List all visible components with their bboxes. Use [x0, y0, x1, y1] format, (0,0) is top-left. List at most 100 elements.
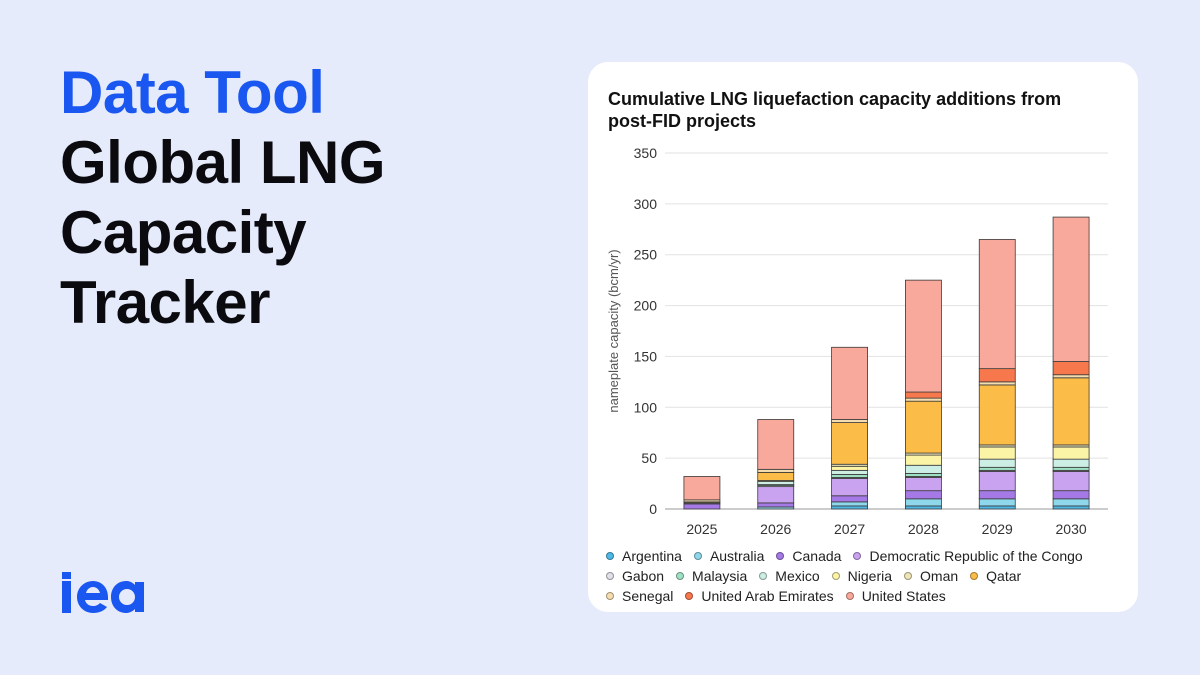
legend-swatch	[676, 572, 685, 580]
bar-segment-united-states	[757, 419, 795, 470]
y-tick-label: 350	[634, 145, 658, 161]
legend-label: Democratic Republic of the Congo	[869, 548, 1083, 564]
legend-item[interactable]: Qatar	[970, 568, 1021, 584]
bar-segment-qatar	[1052, 377, 1090, 446]
legend-swatch	[845, 592, 854, 600]
bar-segment-canada	[978, 490, 1016, 500]
bar-segment-senegal	[757, 468, 795, 473]
bar-segment-united-arab-emirates	[1052, 361, 1090, 376]
iea-logo-icon	[62, 572, 144, 613]
bar-segment-united-arab-emirates	[978, 368, 1016, 383]
bar-segment-united-states	[831, 346, 868, 420]
y-tick-label: 150	[634, 348, 658, 364]
bar-segment-malaysia	[1052, 466, 1090, 471]
chart-legend: Argentina Australia Canada Democratic Repub…	[606, 546, 1126, 606]
legend-item[interactable]: Gabon	[606, 568, 664, 584]
chart-card: Cumulative LNG liquefaction capacity add…	[588, 62, 1138, 612]
legend-row: Argentina Australia Canada Democratic Repub…	[606, 546, 1126, 566]
legend-item[interactable]: United Arab Emirates	[685, 588, 834, 604]
legend-item[interactable]: United States	[845, 588, 946, 604]
legend-label: Argentina	[622, 548, 682, 564]
bar-segment-mexico	[831, 469, 868, 475]
bar-segment-canada	[683, 503, 721, 510]
legend-row: Gabon Malaysia Mexico Nigeria Oman Qatar	[606, 566, 1126, 586]
bar-segment-senegal	[905, 397, 942, 402]
bar-segment-united-arab-emirates	[905, 391, 942, 399]
bar-segment-united-states	[1052, 216, 1090, 362]
bar-segment-nigeria	[905, 454, 942, 466]
bar-segment-argentina	[1052, 505, 1090, 510]
bar-segment-australia	[831, 501, 868, 507]
bar-segment-mexico	[905, 464, 942, 474]
x-tick-label: 2030	[1056, 521, 1087, 537]
bar-segment-qatar	[978, 384, 1016, 446]
y-tick-label: 0	[649, 501, 657, 517]
bar-segment-democratic-republic-of-the-congo	[978, 470, 1016, 492]
hero-text: Data Tool Global LNG Capacity Tracker	[60, 58, 530, 338]
legend-label: Senegal	[622, 588, 674, 604]
y-tick-label: 200	[634, 298, 658, 314]
bar-segment-malaysia	[978, 466, 1016, 471]
legend-item[interactable]: Mexico	[759, 568, 820, 584]
legend-swatch	[759, 572, 768, 580]
y-tick-label: 100	[634, 399, 658, 415]
bar-segment-qatar	[905, 400, 942, 454]
bar-segment-canada	[1052, 490, 1090, 500]
bar-segment-democratic-republic-of-the-congo	[757, 486, 795, 504]
legend-label: United States	[861, 588, 946, 604]
legend-row: Senegal United Arab Emirates United States	[606, 586, 1126, 606]
legend-swatch	[853, 552, 862, 560]
legend-swatch	[606, 592, 614, 600]
legend-label: Australia	[709, 548, 765, 564]
chart-title: Cumulative LNG liquefaction capacity add…	[608, 89, 1062, 131]
bar-segment-senegal	[1052, 374, 1090, 379]
bar-segment-united-states	[905, 279, 942, 393]
stacked-bar-chart: 0 50 100 150 200 250 300 350 nameplate capacity …	[606, 145, 1108, 537]
bar-segment-united-states	[978, 239, 1016, 370]
bar-segment-senegal	[978, 381, 1016, 386]
bar-segment-nigeria	[978, 446, 1016, 460]
bar-segment-australia	[978, 498, 1016, 507]
bar-segment-mexico	[757, 481, 795, 485]
bar-segment-canada	[831, 495, 868, 503]
legend-label: Mexico	[775, 568, 820, 584]
legend-item[interactable]: Nigeria	[831, 568, 893, 584]
bar-segment-qatar	[831, 422, 868, 465]
bar-segment-nigeria	[831, 465, 868, 471]
bar-segment-nigeria	[1052, 446, 1090, 460]
legend-swatch	[685, 592, 694, 600]
bar-segment-australia	[1052, 498, 1090, 507]
legend-label: Gabon	[622, 568, 665, 584]
bar-segment-malaysia	[831, 474, 868, 478]
legend-item[interactable]: Oman	[904, 568, 958, 584]
bar-segment-malaysia	[905, 472, 942, 477]
bar-segment-australia	[905, 498, 942, 507]
legend-label: Nigeria	[847, 568, 893, 584]
legend-swatch	[606, 552, 614, 560]
bar-segment-canada	[757, 502, 795, 508]
legend-swatch	[606, 572, 614, 580]
x-tick-label: 2026	[760, 521, 791, 537]
legend-item[interactable]: Democratic Republic of the Congo	[853, 548, 1083, 564]
x-tick-label: 2029	[982, 521, 1013, 537]
bar-segment-qatar	[757, 471, 795, 481]
legend-label: Malaysia	[692, 568, 748, 584]
x-tick-label: 2028	[908, 521, 939, 537]
legend-swatch	[970, 572, 979, 580]
legend-item[interactable]: Malaysia	[676, 568, 747, 584]
y-tick-label: 250	[634, 247, 658, 263]
legend-item[interactable]: Senegal	[606, 588, 673, 604]
legend-item[interactable]: Argentina	[606, 548, 682, 564]
legend-item[interactable]: Australia	[693, 548, 765, 564]
bar-segment-democratic-republic-of-the-congo	[1052, 470, 1090, 492]
legend-item[interactable]: Canada	[776, 548, 841, 564]
bar-segment-argentina	[978, 505, 1016, 510]
bar-segment-mexico	[1052, 458, 1090, 468]
y-axis-label: nameplate capacity (bcm/yr)	[606, 249, 621, 412]
x-tick-label: 2027	[834, 521, 865, 537]
legend-swatch	[831, 572, 840, 580]
hero-title: Global LNG Capacity Tracker	[60, 129, 386, 336]
legend-label: Oman	[920, 568, 959, 584]
legend-swatch	[776, 552, 785, 560]
legend-label: Qatar	[986, 568, 1022, 584]
